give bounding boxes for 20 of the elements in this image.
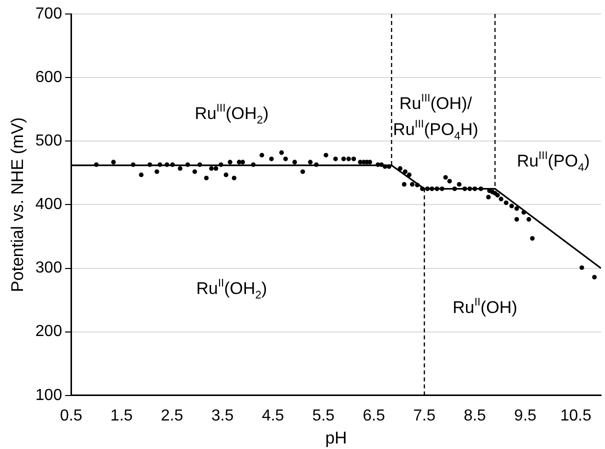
x-axis-title: pH [325, 428, 347, 448]
x-tick-label: 10.5 [560, 407, 592, 424]
y-tick-label: 700 [35, 5, 62, 22]
x-tick-label: 0.5 [60, 407, 82, 424]
x-tick-label: 3.5 [211, 407, 234, 424]
y-tick-label: 100 [35, 386, 62, 404]
y-axis-title: Potential vs. NHE (mV) [8, 117, 27, 292]
y-tick-label: 300 [35, 260, 62, 277]
x-tick-label: 9.5 [514, 407, 537, 424]
x-tick-label: 6.5 [362, 407, 386, 424]
y-tick-label: 400 [35, 196, 62, 214]
x-tick-label: 5.5 [312, 407, 335, 424]
x-tick-label: 1.5 [110, 407, 133, 424]
y-tick-label: 500 [35, 132, 62, 150]
x-tick-label: 4.5 [262, 407, 284, 424]
x-tick-label: 8.5 [464, 407, 486, 424]
y-tick-label: 600 [35, 68, 62, 86]
y-tick-label: 200 [35, 323, 62, 340]
x-tick-label: 7.5 [413, 407, 436, 424]
x-tick-label: 2.5 [160, 407, 184, 424]
